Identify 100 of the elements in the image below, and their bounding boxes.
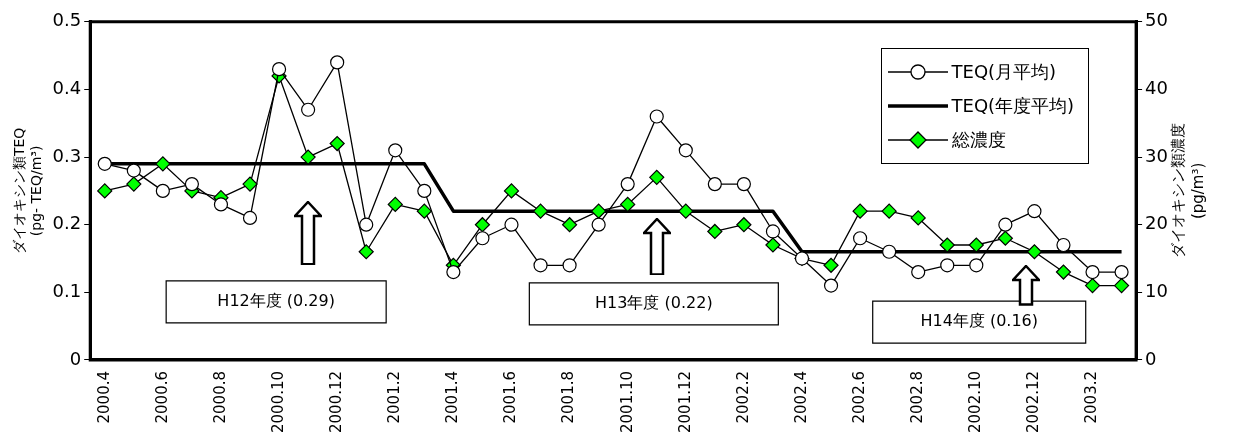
y2-tick-label: 10 <box>1145 280 1168 302</box>
point <box>126 176 142 192</box>
annotation: H13年度 (0.22) <box>595 292 713 312</box>
point <box>213 197 229 212</box>
point <box>184 177 200 192</box>
y-tick-label: 0.2 <box>52 212 82 234</box>
point <box>997 230 1013 246</box>
point <box>620 177 635 192</box>
annotation: H14年度 (0.16) <box>920 311 1039 331</box>
x-tick-label: 2001.10 <box>617 370 636 433</box>
point <box>852 203 868 219</box>
point <box>911 264 926 280</box>
point <box>126 163 141 178</box>
legend-label: 総濃度 <box>951 127 1006 152</box>
point <box>736 217 752 233</box>
point <box>416 203 432 219</box>
point <box>765 224 781 239</box>
point <box>358 244 374 260</box>
point <box>474 217 491 233</box>
x-tick-label: 2001.6 <box>501 370 520 424</box>
annotation: H12年度 (0.29) <box>217 290 335 310</box>
point <box>823 257 839 273</box>
point <box>649 169 665 185</box>
x-tick-label: 2000.6 <box>152 370 171 424</box>
point <box>532 203 549 219</box>
x-tick-label: 2001.4 <box>443 370 462 424</box>
x-tick-label: 2003.2 <box>1082 370 1101 424</box>
point <box>591 217 606 232</box>
y2-tick-label: 0 <box>1145 347 1157 369</box>
point <box>707 177 722 192</box>
x-tick-label: 2002.2 <box>733 370 752 424</box>
point <box>301 102 316 117</box>
x-tick-label: 2000.10 <box>268 370 287 433</box>
point <box>765 237 781 253</box>
point <box>155 156 171 172</box>
y-tick-label: 0.5 <box>52 9 82 31</box>
x-tick-label: 2002.4 <box>791 370 810 424</box>
point <box>242 210 258 226</box>
y2-tick-label: 50 <box>1145 9 1168 31</box>
y-tick-label: 0.4 <box>52 77 82 99</box>
x-tick-label: 2002.10 <box>966 370 985 433</box>
point <box>968 237 984 253</box>
y2-tick-label: 20 <box>1145 212 1168 234</box>
x-tick-label: 2000.4 <box>94 370 113 424</box>
point <box>329 135 345 152</box>
y-axis-title: ダイオキシン類TEQ (pg- TEQ/m³) <box>11 127 44 255</box>
point <box>1026 244 1043 260</box>
point <box>1056 237 1071 253</box>
point <box>359 217 374 232</box>
point <box>387 196 403 213</box>
point <box>503 183 520 199</box>
x-tick-label: 2000.8 <box>210 370 229 424</box>
point <box>1084 277 1101 294</box>
point <box>155 183 170 198</box>
point <box>998 217 1013 232</box>
point <box>300 149 316 165</box>
point <box>678 143 693 158</box>
x-tick-label: 2001.12 <box>675 370 694 433</box>
legend-label: TEQ(年度平均) <box>951 93 1075 118</box>
point <box>1113 277 1130 294</box>
point <box>591 203 607 219</box>
y2-axis-title: ダイオキシン類濃度 (pg/m³) <box>1168 123 1207 259</box>
x-tick-label: 2001.2 <box>385 370 404 424</box>
point <box>271 62 287 77</box>
point <box>1085 264 1100 280</box>
y-tick-label: 0.1 <box>52 280 82 302</box>
x-tick-label: 2000.12 <box>327 370 346 433</box>
point <box>533 258 548 273</box>
point <box>97 183 113 199</box>
x-tick-label: 2001.8 <box>559 370 578 424</box>
point <box>1114 264 1129 280</box>
point <box>561 217 578 233</box>
point <box>446 264 461 280</box>
point <box>330 55 345 70</box>
point <box>97 156 112 171</box>
point <box>969 258 984 273</box>
point <box>475 231 490 246</box>
point <box>649 109 664 124</box>
point <box>242 176 258 192</box>
point <box>939 237 955 253</box>
point <box>736 177 751 192</box>
y2-tick-label: 40 <box>1145 77 1168 99</box>
point <box>707 223 723 240</box>
point <box>940 258 955 273</box>
y2-tick-label: 30 <box>1145 144 1168 166</box>
x-tick-label: 2002.12 <box>1024 370 1043 433</box>
point <box>853 231 868 246</box>
x-tick-label: 2002.6 <box>849 370 868 424</box>
point <box>562 258 577 273</box>
point <box>1055 264 1072 280</box>
point <box>620 196 636 213</box>
point <box>882 244 897 259</box>
point <box>910 210 926 226</box>
legend-label: TEQ(月平均) <box>951 59 1057 84</box>
y-tick-label: 0 <box>69 347 82 369</box>
point <box>417 183 432 198</box>
point <box>388 143 403 158</box>
x-tick-label: 2002.8 <box>908 370 927 424</box>
point <box>881 203 897 219</box>
point <box>823 278 839 293</box>
